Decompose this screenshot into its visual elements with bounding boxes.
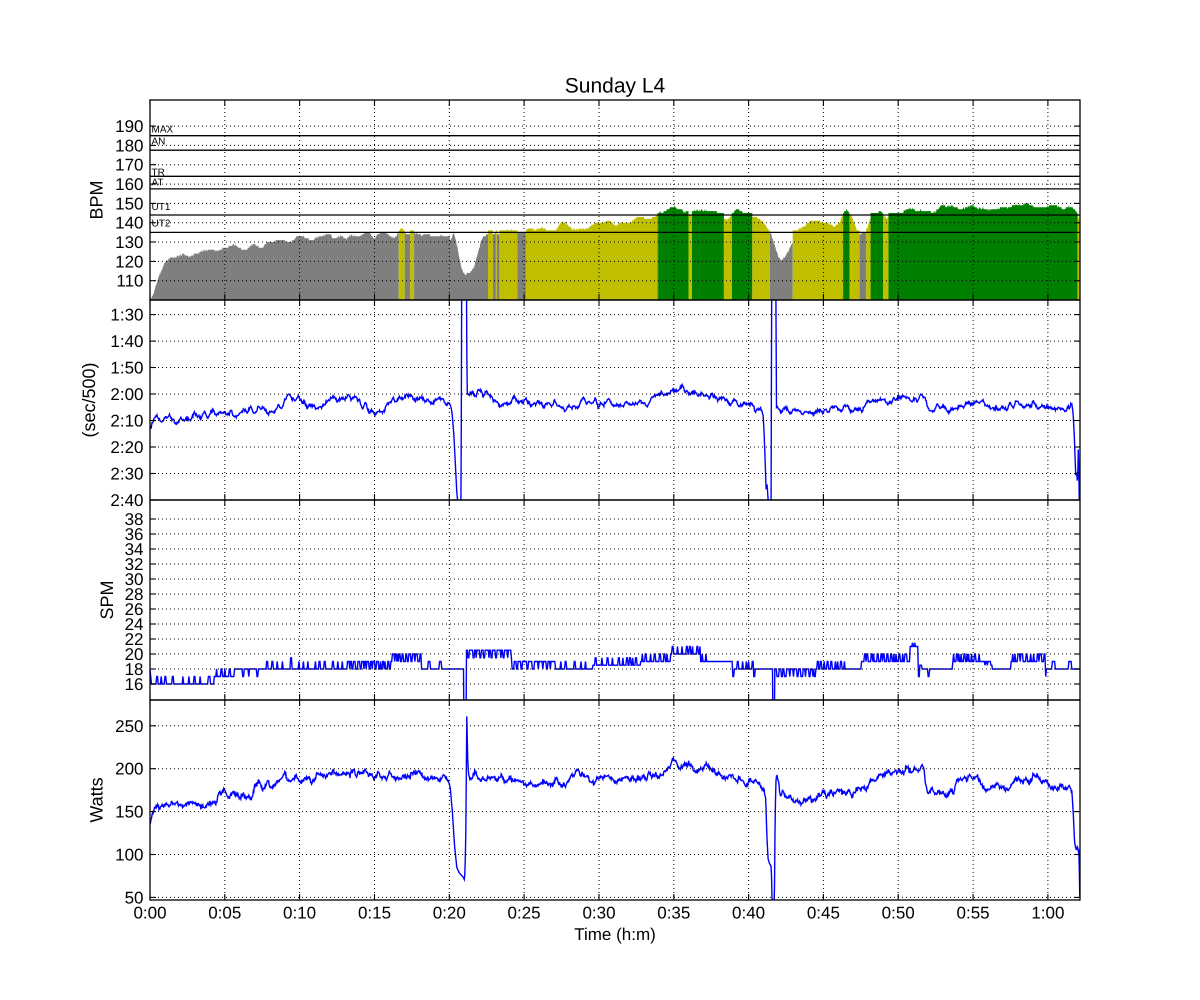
svg-text:0:35: 0:35 <box>657 904 690 923</box>
svg-text:0:15: 0:15 <box>358 904 391 923</box>
svg-text:160: 160 <box>115 175 143 194</box>
svg-text:0:25: 0:25 <box>508 904 541 923</box>
svg-text:1:30: 1:30 <box>110 306 143 325</box>
svg-text:150: 150 <box>115 194 143 213</box>
svg-text:1:40: 1:40 <box>110 332 143 351</box>
svg-text:2:30: 2:30 <box>110 465 143 484</box>
svg-text:130: 130 <box>115 233 143 252</box>
svg-text:34: 34 <box>125 540 144 559</box>
svg-text:Watts: Watts <box>86 777 106 822</box>
svg-text:BPM: BPM <box>86 180 106 219</box>
svg-text:22: 22 <box>125 630 144 649</box>
svg-text:26: 26 <box>125 600 144 619</box>
svg-text:24: 24 <box>125 615 144 634</box>
svg-text:180: 180 <box>115 136 143 155</box>
svg-text:36: 36 <box>125 525 144 544</box>
svg-text:SPM: SPM <box>97 580 117 619</box>
svg-text:20: 20 <box>125 645 144 664</box>
svg-text:1:50: 1:50 <box>110 359 143 378</box>
svg-text:32: 32 <box>125 555 144 574</box>
svg-text:0:50: 0:50 <box>882 904 915 923</box>
svg-text:0:10: 0:10 <box>283 904 316 923</box>
svg-text:0:40: 0:40 <box>732 904 765 923</box>
svg-text:TR: TR <box>152 168 165 179</box>
svg-text:Sunday L4: Sunday L4 <box>565 75 666 98</box>
svg-text:2:00: 2:00 <box>110 385 143 404</box>
svg-text:200: 200 <box>115 760 143 779</box>
svg-text:190: 190 <box>115 117 143 136</box>
svg-text:2:20: 2:20 <box>110 438 143 457</box>
svg-text:AT: AT <box>152 178 164 189</box>
svg-text:28: 28 <box>125 585 144 604</box>
svg-text:1:00: 1:00 <box>1031 904 1064 923</box>
svg-text:AN: AN <box>152 137 166 148</box>
svg-text:2:10: 2:10 <box>110 412 143 431</box>
svg-text:150: 150 <box>115 803 143 822</box>
svg-text:16: 16 <box>125 675 144 694</box>
svg-text:250: 250 <box>115 717 143 736</box>
svg-text:Time (h:m): Time (h:m) <box>574 925 656 944</box>
svg-text:0:05: 0:05 <box>208 904 241 923</box>
svg-text:0:00: 0:00 <box>133 904 166 923</box>
svg-text:170: 170 <box>115 156 143 175</box>
svg-text:38: 38 <box>125 510 144 529</box>
svg-text:2:40: 2:40 <box>110 491 143 510</box>
svg-text:UT2: UT2 <box>152 219 171 230</box>
svg-text:(sec/500): (sec/500) <box>79 362 99 437</box>
svg-text:30: 30 <box>125 570 144 589</box>
svg-text:120: 120 <box>115 252 143 271</box>
svg-text:100: 100 <box>115 846 143 865</box>
svg-text:0:45: 0:45 <box>807 904 840 923</box>
svg-text:18: 18 <box>125 660 144 679</box>
svg-text:UT1: UT1 <box>152 202 171 213</box>
svg-text:140: 140 <box>115 214 143 233</box>
svg-text:110: 110 <box>116 272 143 291</box>
svg-text:0:30: 0:30 <box>582 904 615 923</box>
svg-text:0:20: 0:20 <box>433 904 466 923</box>
svg-text:MAX: MAX <box>152 125 174 136</box>
svg-text:0:55: 0:55 <box>957 904 990 923</box>
svg-text:50: 50 <box>125 888 144 907</box>
